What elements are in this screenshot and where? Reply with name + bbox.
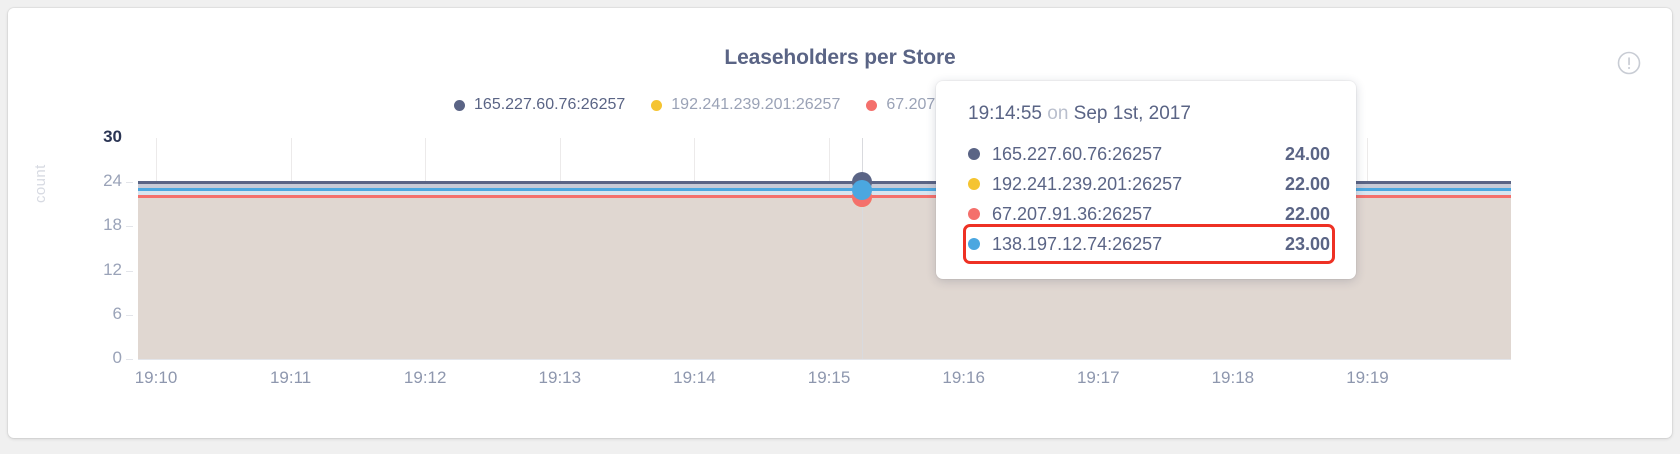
tooltip-color-dot [968, 238, 980, 250]
tooltip-color-dot [968, 208, 980, 220]
y-axis-tick-label: 12 [103, 259, 122, 279]
tooltip-color-dot [968, 148, 980, 160]
y-axis-tick-mark [126, 226, 133, 228]
legend-color-dot [651, 99, 663, 111]
y-axis-label: count [32, 164, 49, 203]
tooltip-row: 165.227.60.76:26257 24.00 [968, 139, 1330, 169]
hover-cursor-line [862, 138, 864, 359]
hover-tooltip: 19:14:55 on Sep 1st, 2017 165.227.60.76:… [936, 81, 1356, 279]
y-axis-tick-label: 30 [103, 127, 122, 146]
tooltip-series-value: 23.00 [1284, 233, 1330, 254]
x-axis-tick-label: 19:19 [1346, 368, 1389, 387]
tooltip-row: 192.241.239.201:26257 22.00 [968, 169, 1330, 199]
tooltip-series-value: 22.00 [1284, 203, 1330, 224]
y-axis-tick-mark [126, 182, 133, 184]
x-axis-tick-label: 19:17 [1076, 368, 1120, 387]
tooltip-row: 138.197.12.74:26257 23.00 [963, 224, 1335, 264]
legend-color-dot [866, 99, 878, 111]
legend-item-label: 192.241.239.201:26257 [671, 96, 841, 113]
y-axis-tick-label: 18 [103, 215, 122, 235]
series-line [138, 180, 1511, 184]
x-axis-tick-label: 19:18 [1211, 368, 1255, 387]
x-axis-tick-label: 19:13 [538, 368, 582, 387]
y-axis-tick-label: 6 [112, 303, 122, 323]
legend-color-dot [454, 99, 466, 111]
tooltip-series-value: 24.00 [1284, 143, 1330, 164]
tooltip-rows: 165.227.60.76:26257 24.00 192.241.239.201:… [963, 139, 1335, 264]
tooltip-series-name: 138.197.12.74:26257 [992, 233, 1163, 254]
y-axis-tick-mark [126, 359, 133, 360]
x-axis-ticks: 19:10 19:11 19:12 19:13 19:14 19:15 19:16 19:17… [134, 368, 1511, 398]
x-axis-tick-label: 19:12 [403, 368, 447, 387]
exclamation-circle-icon[interactable] [1616, 50, 1642, 76]
tooltip-date: Sep 1st, 2017 [1073, 103, 1191, 124]
x-axis-line [138, 359, 1511, 360]
tooltip-row: 67.207.91.36:26257 22.00 [968, 199, 1330, 229]
tooltip-color-dot [968, 178, 980, 190]
y-axis-tick-mark [126, 314, 133, 316]
tooltip-series-name: 192.241.239.201:26257 [992, 173, 1183, 194]
y-axis-tick-label: 24 [103, 171, 122, 191]
x-axis-tick-label: 19:11 [269, 368, 312, 387]
series-line [138, 195, 1511, 199]
x-axis-tick-label: 19:10 [134, 368, 178, 387]
x-axis-tick-label: 19:14 [673, 368, 716, 387]
page-title: Leaseholders per Store [724, 46, 956, 69]
tooltip-series-name: 165.227.60.76:26257 [992, 143, 1163, 164]
y-axis-tick-mark [126, 270, 133, 272]
legend-item[interactable]: 165.227.60.76:26257 [454, 96, 625, 114]
tooltip-time: 19:14:55 [968, 103, 1042, 124]
x-axis-tick-label: 19:16 [942, 368, 985, 387]
x-axis-tick-label: 19:15 [807, 368, 851, 387]
tooltip-series-value: 22.00 [1284, 173, 1330, 194]
y-axis-tick-label: 0 [112, 348, 122, 367]
y-axis-ticks: 30 24 18 12 6 0 [80, 8, 122, 438]
tooltip-series-name: 67.207.91.36:26257 [992, 203, 1153, 224]
chart-card: Leaseholders per Store 165.227.60.76:262… [8, 8, 1672, 438]
hover-data-point[interactable] [852, 179, 873, 200]
legend-item[interactable]: 192.241.239.201:26257 [651, 96, 840, 114]
series-line [138, 188, 1511, 192]
tooltip-header: 19:14:55 on Sep 1st, 2017 [968, 103, 1330, 125]
tooltip-on-word: on [1047, 103, 1069, 124]
plot-wrapper: count 30 24 18 12 6 0 19:10 19:11 19:12 19:13 19:… [8, 8, 1672, 438]
legend-item-label: 165.227.60.76:26257 [474, 96, 626, 113]
